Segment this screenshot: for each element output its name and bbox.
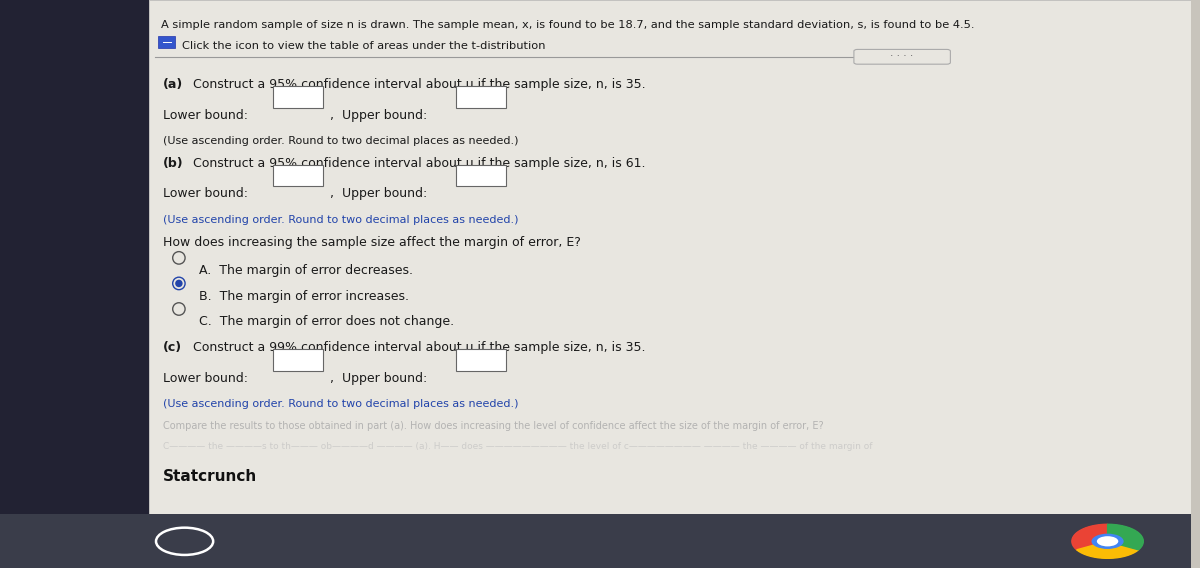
Text: Statcrunch: Statcrunch [163,469,258,483]
FancyBboxPatch shape [0,0,149,568]
Polygon shape [1072,524,1108,550]
Text: Compare the results to those obtained in part (a). How does increasing the level: Compare the results to those obtained in… [163,421,823,432]
Text: (Use ascending order. Round to two decimal places as needed.): (Use ascending order. Round to two decim… [163,136,518,147]
FancyBboxPatch shape [0,514,1190,568]
Text: Lower bound:: Lower bound: [163,372,248,385]
FancyBboxPatch shape [158,36,175,48]
Text: Lower bound:: Lower bound: [163,187,248,201]
Text: ,  Upper bound:: , Upper bound: [330,187,427,201]
Polygon shape [1108,524,1144,550]
Circle shape [1092,534,1123,549]
Circle shape [1097,536,1118,546]
Circle shape [1072,524,1144,558]
Text: A simple random sample of size n is drawn. The sample mean, x, is found to be 18: A simple random sample of size n is draw… [161,20,974,30]
Text: ,  Upper bound:: , Upper bound: [330,372,427,385]
FancyBboxPatch shape [456,165,506,186]
Ellipse shape [173,252,185,264]
Text: Construct a 95% confidence interval about μ if the sample size, n, is 35.: Construct a 95% confidence interval abou… [190,78,646,91]
FancyBboxPatch shape [149,0,1190,514]
FancyBboxPatch shape [272,165,323,186]
Text: Lower bound:: Lower bound: [163,109,248,122]
Text: Click the icon to view the table of areas under the t-distribution: Click the icon to view the table of area… [182,41,546,52]
Text: B.  The margin of error increases.: B. The margin of error increases. [199,290,409,303]
Ellipse shape [175,279,182,287]
Text: · · · ·: · · · · [890,51,913,61]
Text: Construct a 99% confidence interval about μ if the sample size, n, is 35.: Construct a 99% confidence interval abou… [190,341,646,354]
Text: (a): (a) [163,78,184,91]
Text: Construct a 95% confidence interval about μ if the sample size, n, is 61.: Construct a 95% confidence interval abou… [190,157,646,170]
Text: (Use ascending order. Round to two decimal places as needed.): (Use ascending order. Round to two decim… [163,215,518,225]
Text: How does increasing the sample size affect the margin of error, E?: How does increasing the sample size affe… [163,236,581,249]
Text: C———— the ————s to th——— ob————d ———— (a). H—— does ————————— the level of c————: C———— the ————s to th——— ob————d ———— (a… [163,442,872,451]
Polygon shape [1076,541,1139,558]
FancyBboxPatch shape [854,49,950,64]
FancyBboxPatch shape [272,86,323,108]
Text: (c): (c) [163,341,182,354]
Text: ,  Upper bound:: , Upper bound: [330,109,427,122]
FancyBboxPatch shape [272,349,323,371]
Text: (b): (b) [163,157,184,170]
FancyBboxPatch shape [456,349,506,371]
Ellipse shape [173,277,185,290]
FancyBboxPatch shape [456,86,506,108]
Text: (Use ascending order. Round to two decimal places as needed.): (Use ascending order. Round to two decim… [163,399,518,409]
Text: A.  The margin of error decreases.: A. The margin of error decreases. [199,264,413,277]
Ellipse shape [173,303,185,315]
Text: C.  The margin of error does not change.: C. The margin of error does not change. [199,315,455,328]
